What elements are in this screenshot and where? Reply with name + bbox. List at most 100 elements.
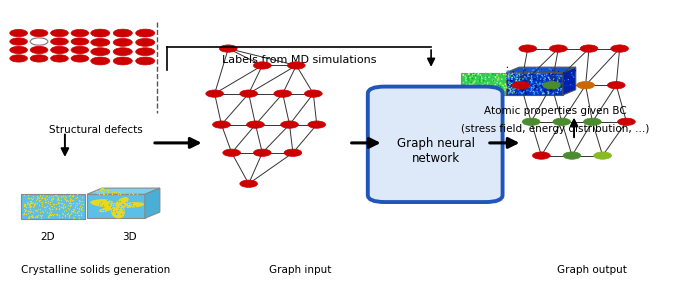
Point: [553, 85, 564, 90]
Point: [27, 213, 38, 218]
Point: [463, 74, 474, 79]
Point: [510, 76, 521, 81]
Point: [508, 83, 519, 87]
Point: [532, 71, 543, 76]
Point: [513, 91, 524, 95]
Point: [30, 198, 41, 202]
Point: [530, 75, 540, 80]
Point: [58, 203, 68, 207]
Point: [40, 208, 51, 212]
Point: [51, 206, 62, 211]
Point: [36, 200, 47, 205]
Point: [478, 83, 489, 87]
Point: [475, 73, 486, 77]
Point: [498, 91, 509, 96]
Point: [555, 74, 566, 78]
Point: [44, 213, 55, 217]
Point: [546, 88, 557, 92]
Point: [465, 82, 476, 87]
Text: Structural defects: Structural defects: [49, 125, 142, 135]
Point: [76, 208, 87, 213]
Point: [53, 198, 64, 202]
Point: [554, 83, 565, 88]
Point: [468, 73, 479, 78]
Point: [41, 204, 52, 208]
Point: [555, 89, 566, 93]
Point: [111, 189, 122, 194]
Point: [463, 72, 474, 76]
Point: [36, 214, 47, 218]
Point: [501, 76, 512, 81]
Point: [18, 207, 29, 211]
Point: [506, 77, 517, 82]
Point: [495, 84, 506, 89]
Point: [506, 82, 517, 87]
Circle shape: [10, 29, 27, 37]
Point: [534, 85, 545, 90]
Point: [534, 88, 545, 93]
Point: [526, 88, 537, 93]
Point: [28, 215, 39, 220]
Point: [470, 79, 481, 83]
Point: [554, 65, 565, 70]
Point: [479, 81, 490, 85]
Point: [523, 81, 534, 85]
Point: [532, 74, 543, 79]
Point: [23, 215, 34, 220]
Point: [62, 202, 73, 207]
Point: [53, 207, 64, 211]
Point: [527, 68, 538, 72]
Point: [27, 201, 38, 205]
Point: [67, 215, 78, 219]
Point: [104, 208, 115, 213]
Point: [98, 205, 109, 209]
Point: [121, 204, 132, 208]
Point: [45, 212, 55, 216]
Point: [507, 89, 518, 93]
Point: [510, 90, 521, 95]
Point: [464, 79, 475, 84]
Point: [23, 192, 34, 197]
Point: [56, 210, 67, 215]
Point: [509, 71, 520, 76]
Point: [544, 90, 555, 95]
Point: [67, 209, 78, 213]
Point: [545, 89, 556, 93]
Point: [48, 202, 59, 207]
Point: [43, 205, 54, 210]
Circle shape: [71, 29, 89, 37]
Point: [484, 74, 495, 79]
Circle shape: [91, 57, 110, 65]
Point: [520, 91, 531, 96]
Point: [551, 74, 562, 78]
Point: [543, 87, 554, 91]
Point: [514, 82, 525, 86]
Point: [64, 201, 75, 205]
Point: [123, 206, 134, 211]
Point: [42, 215, 53, 219]
Point: [66, 201, 77, 205]
Point: [18, 193, 29, 198]
Circle shape: [71, 55, 89, 62]
Circle shape: [113, 29, 132, 37]
Point: [566, 73, 577, 78]
Point: [127, 192, 138, 196]
Point: [102, 209, 113, 213]
Point: [76, 207, 87, 211]
Point: [515, 77, 526, 82]
Circle shape: [136, 48, 155, 55]
Point: [529, 69, 540, 74]
Point: [530, 77, 541, 81]
Point: [535, 78, 546, 83]
Point: [59, 209, 70, 214]
Point: [127, 200, 138, 205]
Point: [506, 88, 516, 93]
Point: [463, 78, 474, 82]
Point: [124, 207, 135, 212]
Point: [21, 202, 32, 207]
Point: [21, 205, 32, 210]
Point: [95, 200, 106, 204]
Point: [96, 186, 107, 190]
Point: [489, 84, 500, 89]
Point: [113, 198, 124, 203]
